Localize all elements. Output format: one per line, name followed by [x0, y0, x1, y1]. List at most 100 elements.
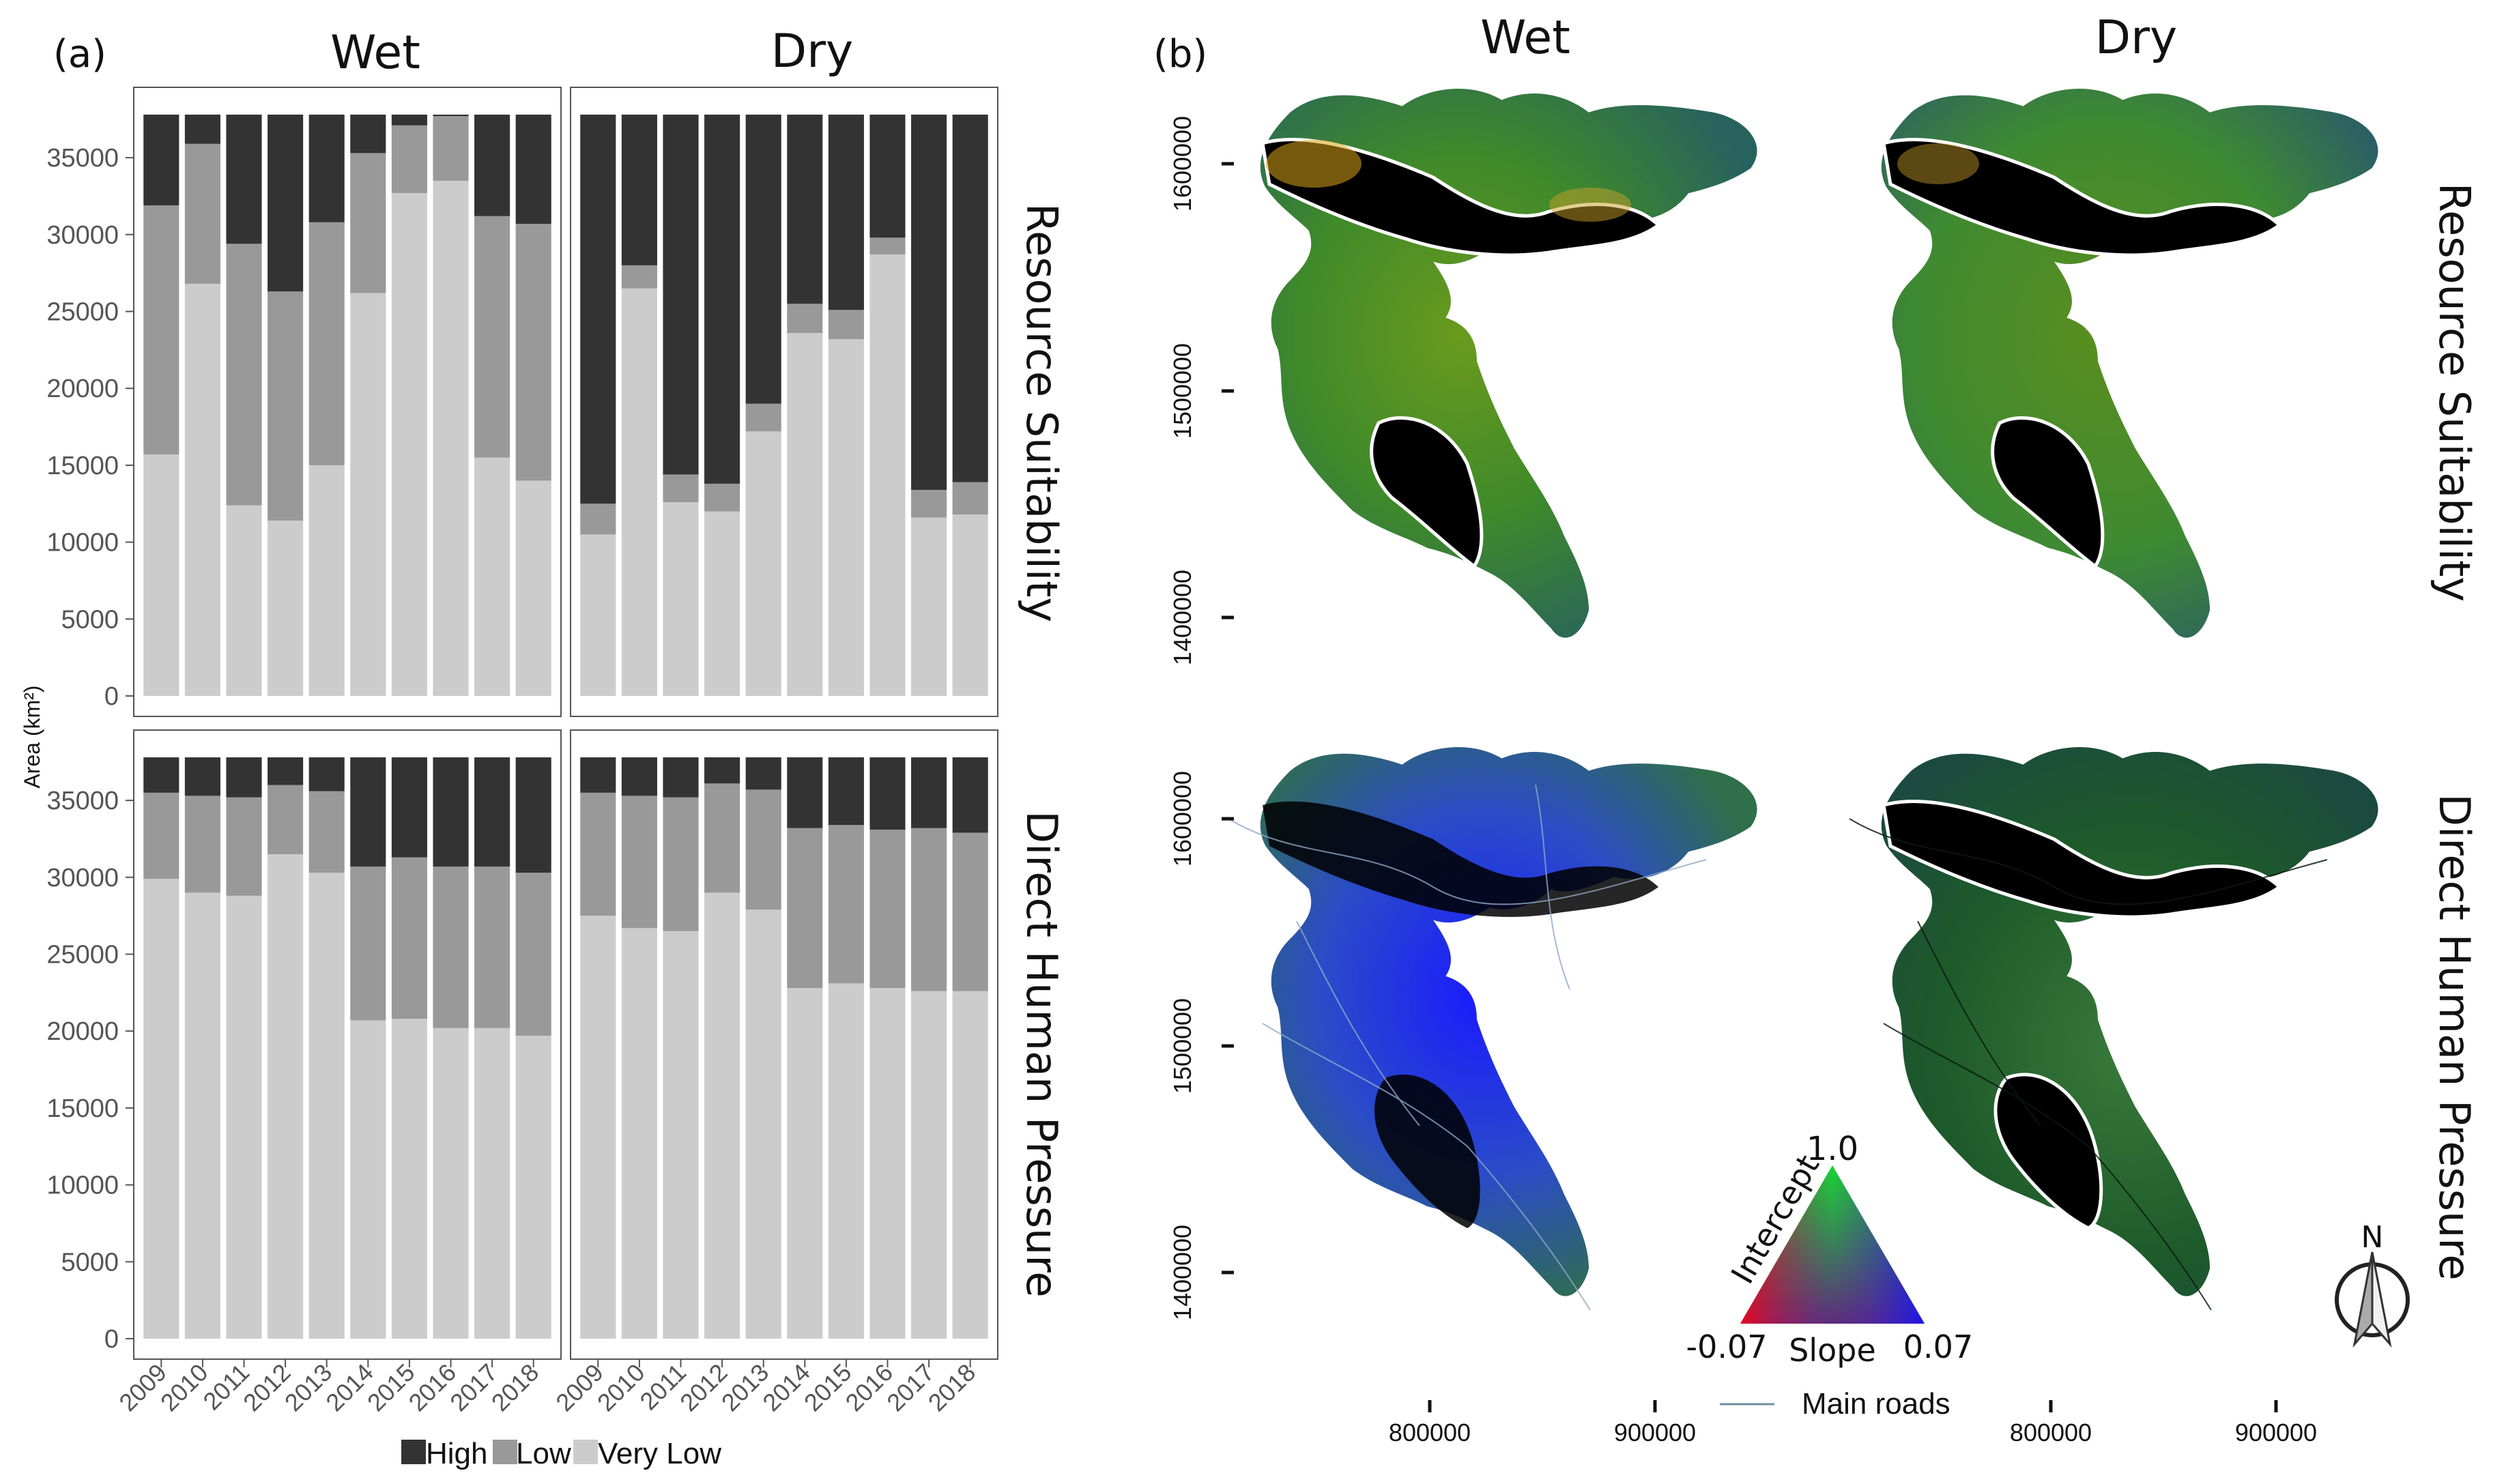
panel-3-xtick-label-2013: 2013	[716, 1358, 775, 1417]
panel-2-bar-2016-low	[433, 867, 469, 1028]
panel-0-bar-2015-low	[391, 125, 427, 193]
map-ytick-1600000-bottom: 1600000	[1168, 771, 1196, 867]
panel-3-xtick-label-2012: 2012	[674, 1358, 733, 1417]
panel-1-bar-2013-high	[745, 115, 781, 404]
panel-3-bar-2017-low	[911, 828, 947, 991]
panel-2-xtick-label-2018: 2018	[486, 1358, 545, 1417]
panel-3-bar-2018-low	[952, 832, 988, 991]
core-area-dry-4	[1993, 1073, 2103, 1230]
map-xtick-900000-wet: 900000	[1614, 1418, 1696, 1446]
strip-wet-b: Wet	[1480, 11, 1570, 65]
panel-0-bar-2013-high	[308, 115, 345, 222]
roads-legend-label: Main roads	[1802, 1387, 1950, 1421]
panel-a-label: (a)	[53, 32, 106, 76]
panel-3-bar-2014-low	[787, 828, 823, 989]
panel-2-bar-2015-high	[391, 757, 427, 858]
panel-3-bar-2013-low	[745, 789, 781, 910]
map-ytick-1400000-top: 1400000	[1168, 570, 1196, 665]
panel-0-bar-2017-verylow	[474, 457, 510, 696]
panel-3-bar-2016-low	[869, 829, 906, 989]
panel-3-bar-2011-verylow	[663, 931, 699, 1339]
panel-1-bar-2016-low	[869, 237, 906, 255]
panel-1-bar-2014-high	[787, 115, 823, 304]
panel-2-ytick-label-15000: 15000	[46, 1094, 119, 1123]
panel-2-bar-2015-low	[391, 857, 427, 1019]
dark-area-wet-3	[1263, 801, 1658, 917]
ternary-overlay	[1740, 1165, 1925, 1324]
panel-0-bar-2012-low	[268, 291, 304, 521]
panel-2-ytick-label-25000: 25000	[46, 941, 119, 970]
panel-1-bar-2016-high	[869, 115, 906, 238]
panel-1-bar-2013-low	[745, 403, 781, 432]
panel-1-bar-2017-verylow	[911, 517, 947, 696]
panel-2-bar-2017-high	[474, 757, 510, 867]
panel-0-bar-2017-low	[474, 216, 510, 458]
panel-3-bar-2009-high	[580, 757, 616, 793]
legend-label-high: High	[426, 1437, 488, 1470]
panel-0-ytick-label-5000: 5000	[61, 605, 119, 634]
panel-0-bar-2016-high	[433, 115, 469, 117]
panel-0-ytick-label-10000: 10000	[46, 529, 119, 557]
panel-0-bar-2014-high	[350, 115, 386, 154]
strip-wet-a: Wet	[330, 26, 420, 80]
panel-0-bar-2013-low	[308, 222, 345, 465]
panel-2-bar-2018-verylow	[515, 1035, 551, 1339]
panel-0-ytick-label-15000: 15000	[46, 452, 119, 480]
legend-swatch-low	[493, 1440, 517, 1464]
panel-3-bar-2016-high	[869, 757, 906, 830]
panel-3-bar-2015-low	[828, 825, 864, 984]
panel-1-bar-2009-high	[580, 115, 616, 504]
y-ticks-bottom: 1600000 1500000 1400000	[1168, 771, 1234, 1320]
panel-2-xtick-label-2012: 2012	[237, 1358, 296, 1417]
panel-2-bar-2010-verylow	[184, 892, 220, 1339]
panel-1-bar-2011-high	[663, 115, 699, 475]
panel-3-bar-2013-high	[745, 757, 781, 790]
panel-2-bar-2011-high	[226, 757, 262, 798]
panel-2-xtick-label-2009: 2009	[113, 1358, 172, 1417]
panel-0-bar-2017-high	[474, 115, 510, 216]
panel-0-bar-2011-verylow	[226, 505, 262, 696]
panel-3-xtick-label-2010: 2010	[592, 1358, 650, 1417]
panel-2-bar-2014-high	[350, 757, 386, 867]
core-area-wet-1	[1261, 138, 1661, 257]
panel-2-xtick-label-2016: 2016	[403, 1358, 462, 1417]
panel-2-bar-2009-verylow	[143, 879, 179, 1339]
panel-0-ytick-label-25000: 25000	[46, 298, 119, 327]
strip-resource-b: Resource Suitability	[2430, 183, 2479, 602]
map-ytick-1600000-top: 1600000	[1168, 116, 1196, 212]
panel-0-ytick-label-35000: 35000	[46, 144, 119, 173]
panel-0-ytick-label-20000: 20000	[46, 375, 119, 403]
panel-0-bar-2010-verylow	[184, 283, 220, 696]
panel-1-bar-2018-high	[952, 115, 988, 482]
panel-0-bar-2011-high	[226, 115, 262, 244]
panel-3-xtick-label-2018: 2018	[923, 1358, 981, 1417]
strip-pressure-b: Direct Human Pressure	[2430, 794, 2479, 1280]
panel-2-ytick-label-10000: 10000	[46, 1172, 119, 1200]
ternary-top-label: 1.0	[1806, 1130, 1858, 1168]
panel-1-bar-2009-low	[580, 504, 616, 535]
panel-3-bar-2015-verylow	[828, 983, 864, 1339]
panel-2-bar-2013-low	[308, 791, 345, 873]
map-pressure-dry	[1849, 746, 2378, 1311]
panel-3-bar-2017-high	[911, 757, 947, 828]
panel-3-xtick-label-2014: 2014	[757, 1358, 816, 1417]
panel-2-bar-2013-high	[308, 757, 345, 791]
panel-2-bar-2017-low	[474, 867, 510, 1028]
panel-2-xtick-label-2011: 2011	[197, 1358, 255, 1416]
panel-2-bar-2018-high	[515, 757, 551, 873]
north-arrow: N	[2335, 1220, 2410, 1348]
legend-label-low: Low	[516, 1437, 571, 1470]
panel-2-bar-2013-verylow	[308, 873, 345, 1339]
panel-2-ytick-label-0: 0	[104, 1325, 119, 1354]
panel-2-bar-2009-low	[143, 792, 179, 879]
y-axis-label: Area (km²)	[20, 685, 44, 788]
ternary-left-label: -0.07	[1686, 1328, 1767, 1365]
panel-1-bar-2012-verylow	[704, 511, 740, 696]
panel-0-bar-2014-verylow	[350, 293, 386, 696]
panel-3-bar-2010-high	[621, 757, 657, 796]
panel-b-label: (b)	[1153, 32, 1207, 76]
panel-1-bar-2017-high	[911, 115, 947, 490]
panel-2-ytick-label-35000: 35000	[46, 787, 119, 815]
panel-1-bar-2013-verylow	[745, 431, 781, 696]
panel-1-bar-2018-low	[952, 482, 988, 515]
